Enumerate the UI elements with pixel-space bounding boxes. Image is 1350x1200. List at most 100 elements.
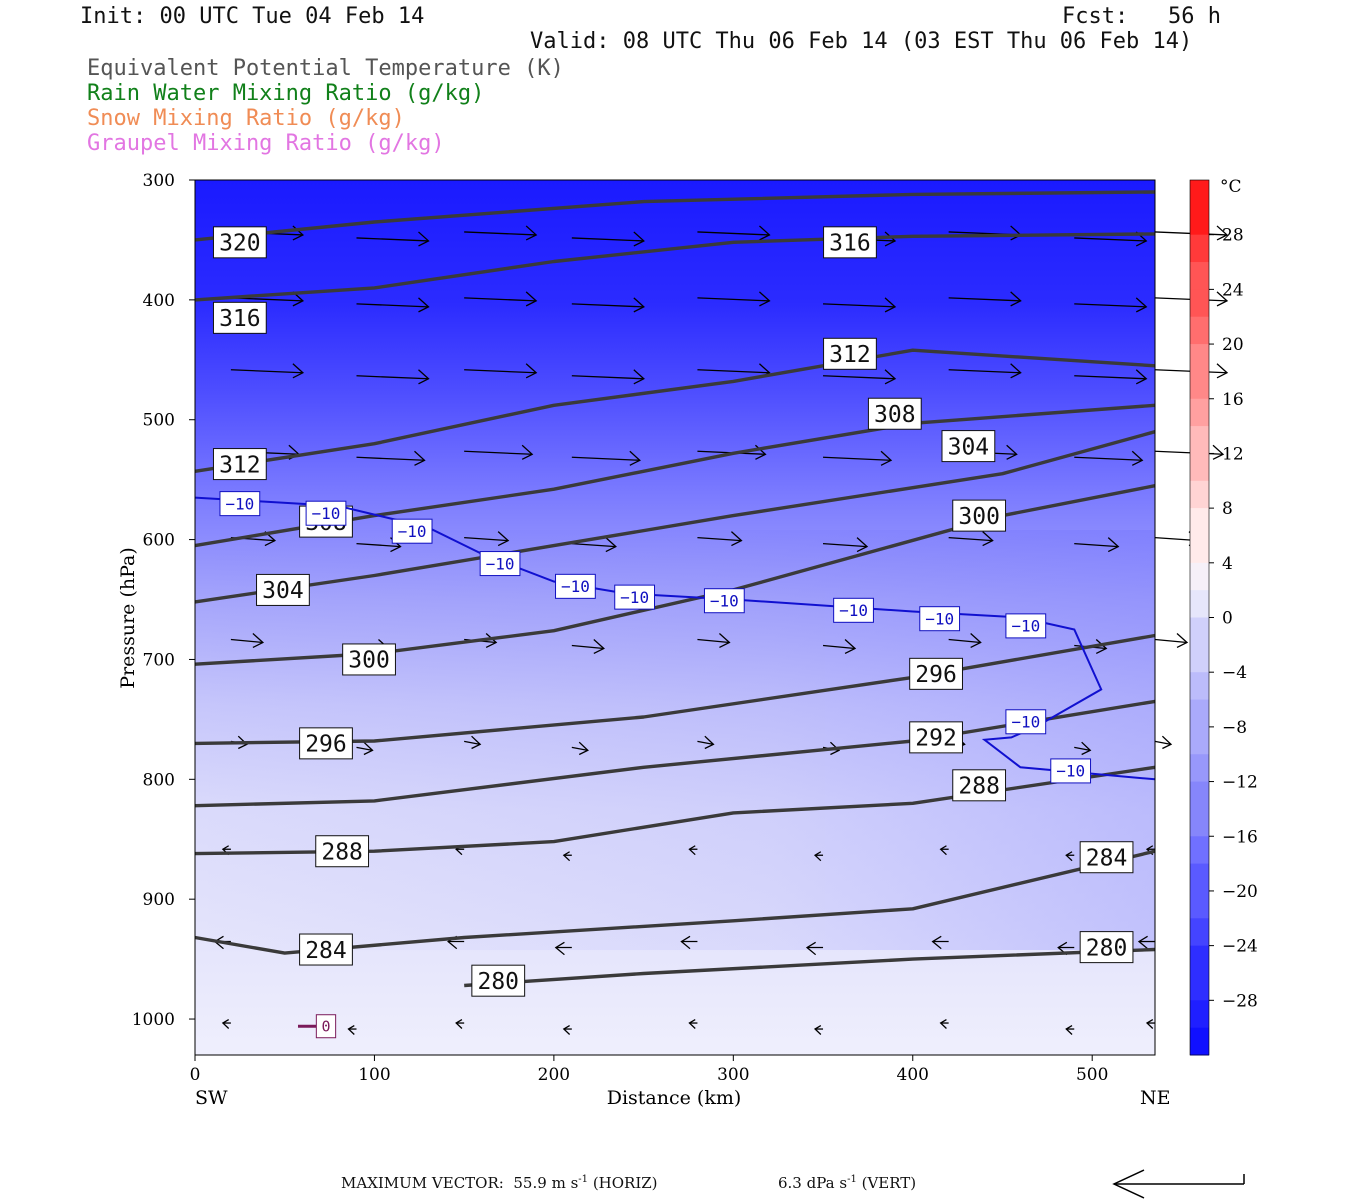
colorbar-cell: [1190, 672, 1209, 701]
y-tick-label-900: 900: [143, 890, 175, 910]
wind-arrow: [948, 297, 1021, 302]
temp-label-minus10-text: −10: [1056, 762, 1085, 781]
temp-label-minus10-box: [391, 518, 433, 544]
theta-e-label-284: 284: [1079, 841, 1134, 874]
theta-e-label-312-text: 312: [219, 452, 261, 478]
legend-graupel: Graupel Mixing Ratio (g/kg): [87, 131, 445, 156]
colorbar-tick-label: 28: [1222, 226, 1244, 246]
theta-e-label-316: 316: [823, 226, 877, 259]
wind-arrow-head: [633, 369, 645, 385]
temp-label-minus10-text: −10: [710, 591, 739, 610]
theta-e-label-308-text: 308: [874, 402, 916, 428]
theta-e-label-280-text: 280: [1086, 935, 1128, 961]
wind-arrow-head: [605, 537, 617, 553]
valid-time: Valid: 08 UTC Thu 06 Feb 14 (03 EST Thu …: [530, 29, 1193, 54]
theta-e-label-280-box: [471, 964, 526, 997]
temp-label-minus10: −10: [555, 573, 596, 599]
wind-arrow: [1074, 456, 1143, 461]
colorbar-tick-label: 0: [1222, 609, 1233, 629]
temp-label-minus10-box: [1050, 758, 1092, 784]
theta-e-line-312: [194, 348, 1156, 473]
sw-label: SW: [195, 1087, 228, 1109]
theta-e-line-316: [194, 232, 1156, 302]
wind-arrow: [571, 542, 616, 548]
colorbar-unit: °C: [1220, 177, 1242, 197]
colorbar-cell: [1190, 617, 1209, 646]
wind-arrow-head: [497, 531, 510, 547]
init-time: Init: 00 UTC Tue 04 Feb 14: [80, 4, 425, 29]
theta-e-line-320: [194, 190, 1156, 242]
wind-arrow-head: [884, 231, 897, 247]
colorbar-cell: [1190, 644, 1209, 673]
wind-arrow: [697, 231, 770, 236]
wind-arrow: [356, 303, 429, 308]
temp-label-minus10: −10: [1050, 758, 1092, 784]
wind-arrow-head: [363, 741, 374, 756]
wind-arrow-head: [1081, 741, 1092, 756]
temp-label-minus10: −10: [391, 518, 433, 544]
wind-arrow: [464, 231, 537, 236]
wind-arrow-head: [414, 450, 426, 466]
colorbar-cell: [1190, 398, 1209, 427]
wind-arrow-head: [718, 632, 731, 649]
colorbar-tick-label: −16: [1222, 827, 1258, 847]
x-tick-label-400: 400: [897, 1065, 929, 1085]
temp-label-minus10: −10: [919, 606, 961, 632]
colorbar-cell: [1190, 508, 1209, 536]
colorbar-tick-label: −24: [1222, 937, 1258, 957]
wind-arrow-head: [880, 450, 893, 466]
y-tick-label-300: 300: [143, 171, 175, 191]
colorbar-cell: [1190, 726, 1209, 755]
wind-arrow: [571, 237, 644, 242]
colorbar-cell: [1190, 781, 1209, 810]
theta-e-label-300-text: 300: [958, 504, 1000, 530]
colorbar-tick-label: 4: [1222, 554, 1233, 574]
temp-label-minus10-text: −10: [1011, 617, 1040, 636]
wind-arrow-head: [758, 291, 771, 307]
y-axis-label: Pressure (hPa): [117, 547, 139, 689]
temp-label-minus10-box: [555, 573, 596, 599]
temp-label-minus10-box: [1005, 613, 1047, 639]
colorbar-cell: [1190, 562, 1209, 591]
wind-arrow-head: [1065, 1024, 1073, 1035]
wind-arrow: [1074, 375, 1147, 380]
colorbar-cell: [1190, 945, 1209, 974]
colorbar-cell: [1190, 262, 1209, 290]
temp-label-minus10: −10: [614, 584, 656, 610]
wind-arrow: [571, 375, 644, 380]
temp-label-minus10-box: [305, 500, 347, 526]
theta-e-label-284-text: 284: [305, 938, 347, 964]
temp-label-minus10-text: −10: [398, 522, 427, 541]
colorbar-cell: [1190, 480, 1209, 509]
theta-e-label-320-box: [212, 226, 267, 259]
colorbar-tick-label: −12: [1222, 773, 1258, 793]
y-tick-label-500: 500: [143, 411, 175, 431]
wind-arrow-head: [688, 1018, 696, 1029]
wind-arrow-head: [485, 632, 498, 649]
theta-e-label-280: 280: [471, 964, 526, 997]
legend-theta-e: Equivalent Potential Temperature (K): [87, 56, 564, 81]
wind-arrow-head: [813, 1024, 822, 1035]
theta-e-label-288: 288: [315, 835, 370, 868]
colorbar-tick-label: −28: [1222, 991, 1258, 1011]
wind-arrow-head: [525, 225, 538, 241]
temp-label-minus10-text: −10: [1011, 713, 1040, 732]
wind-arrow-head: [1095, 638, 1108, 655]
wind-arrow-head: [1010, 291, 1022, 307]
theta-e-label-316-box: [212, 301, 267, 334]
y-tick-label-1000: 1000: [132, 1010, 175, 1030]
wind-arrow: [464, 450, 533, 455]
wind-arrow-head: [1145, 1018, 1154, 1029]
wind-arrow: [571, 456, 640, 461]
wind-arrow: [230, 369, 303, 374]
theta-e-line-280: [464, 947, 1156, 988]
colorbar-cell: [1190, 699, 1209, 728]
wind-arrow: [230, 638, 263, 644]
temp-label-minus10-box: [219, 491, 261, 517]
colorbar-tick-label: 12: [1222, 444, 1244, 464]
theta-e-line-304: [194, 430, 1156, 604]
wind-arrow: [823, 303, 896, 308]
theta-e-label-300-text: 300: [348, 648, 390, 674]
wind-arrow: [1074, 237, 1147, 242]
